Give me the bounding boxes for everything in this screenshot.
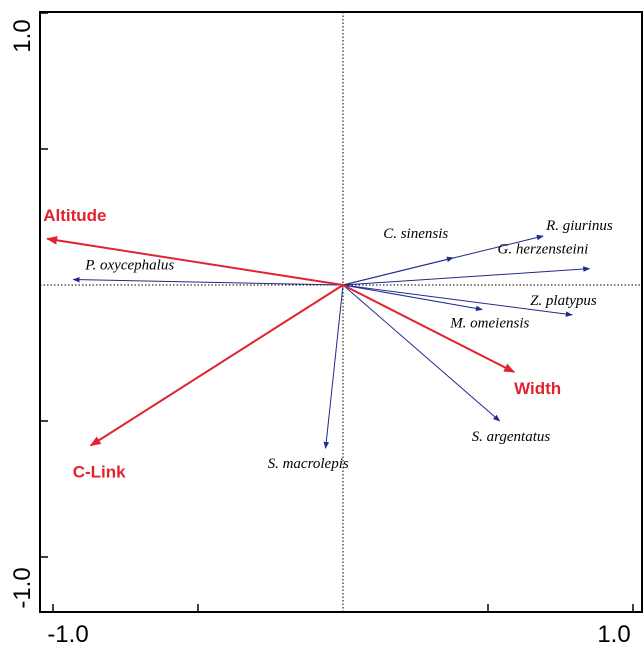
axis-ticks	[40, 12, 634, 612]
env-label-2: C-Link	[73, 462, 126, 481]
environment-vectors: Altitude Width C-Link	[43, 206, 561, 482]
species-label-4: Z. platypus	[530, 293, 597, 309]
species-arrow-4	[342, 284, 573, 317]
species-label-3: G. herzensteini	[498, 242, 589, 258]
species-arrow-3	[342, 266, 591, 286]
species-label-2: R. giurinus	[545, 218, 613, 234]
species-arrow-6	[342, 284, 501, 422]
x-tick-label-left: -1.0	[47, 621, 88, 648]
env-label-0: Altitude	[43, 206, 106, 225]
env-arrow-1	[342, 284, 516, 373]
y-tick-label-top: 1.0	[9, 19, 36, 52]
species-label-6: S. argentatus	[472, 429, 551, 445]
x-tick-label-right: 1.0	[597, 621, 630, 648]
species-vectors: P. oxycephalus C. sinensis R. giurinus G. h…	[72, 218, 613, 472]
species-label-5: M. omeiensis	[449, 315, 529, 331]
species-label-0: P. oxycephalus	[84, 258, 174, 274]
env-label-1: Width	[514, 379, 561, 398]
env-arrow-0	[46, 235, 344, 286]
species-label-1: C. sinensis	[383, 226, 448, 242]
species-arrow-7	[323, 284, 344, 449]
plot-frame	[39, 11, 643, 613]
env-arrow-2	[89, 284, 344, 447]
species-arrow-0	[72, 276, 344, 286]
species-arrow-5	[342, 284, 483, 312]
y-tick-label-bottom: -1.0	[9, 567, 36, 608]
species-arrow-2	[342, 234, 544, 286]
species-label-7: S. macrolepis	[268, 456, 349, 472]
